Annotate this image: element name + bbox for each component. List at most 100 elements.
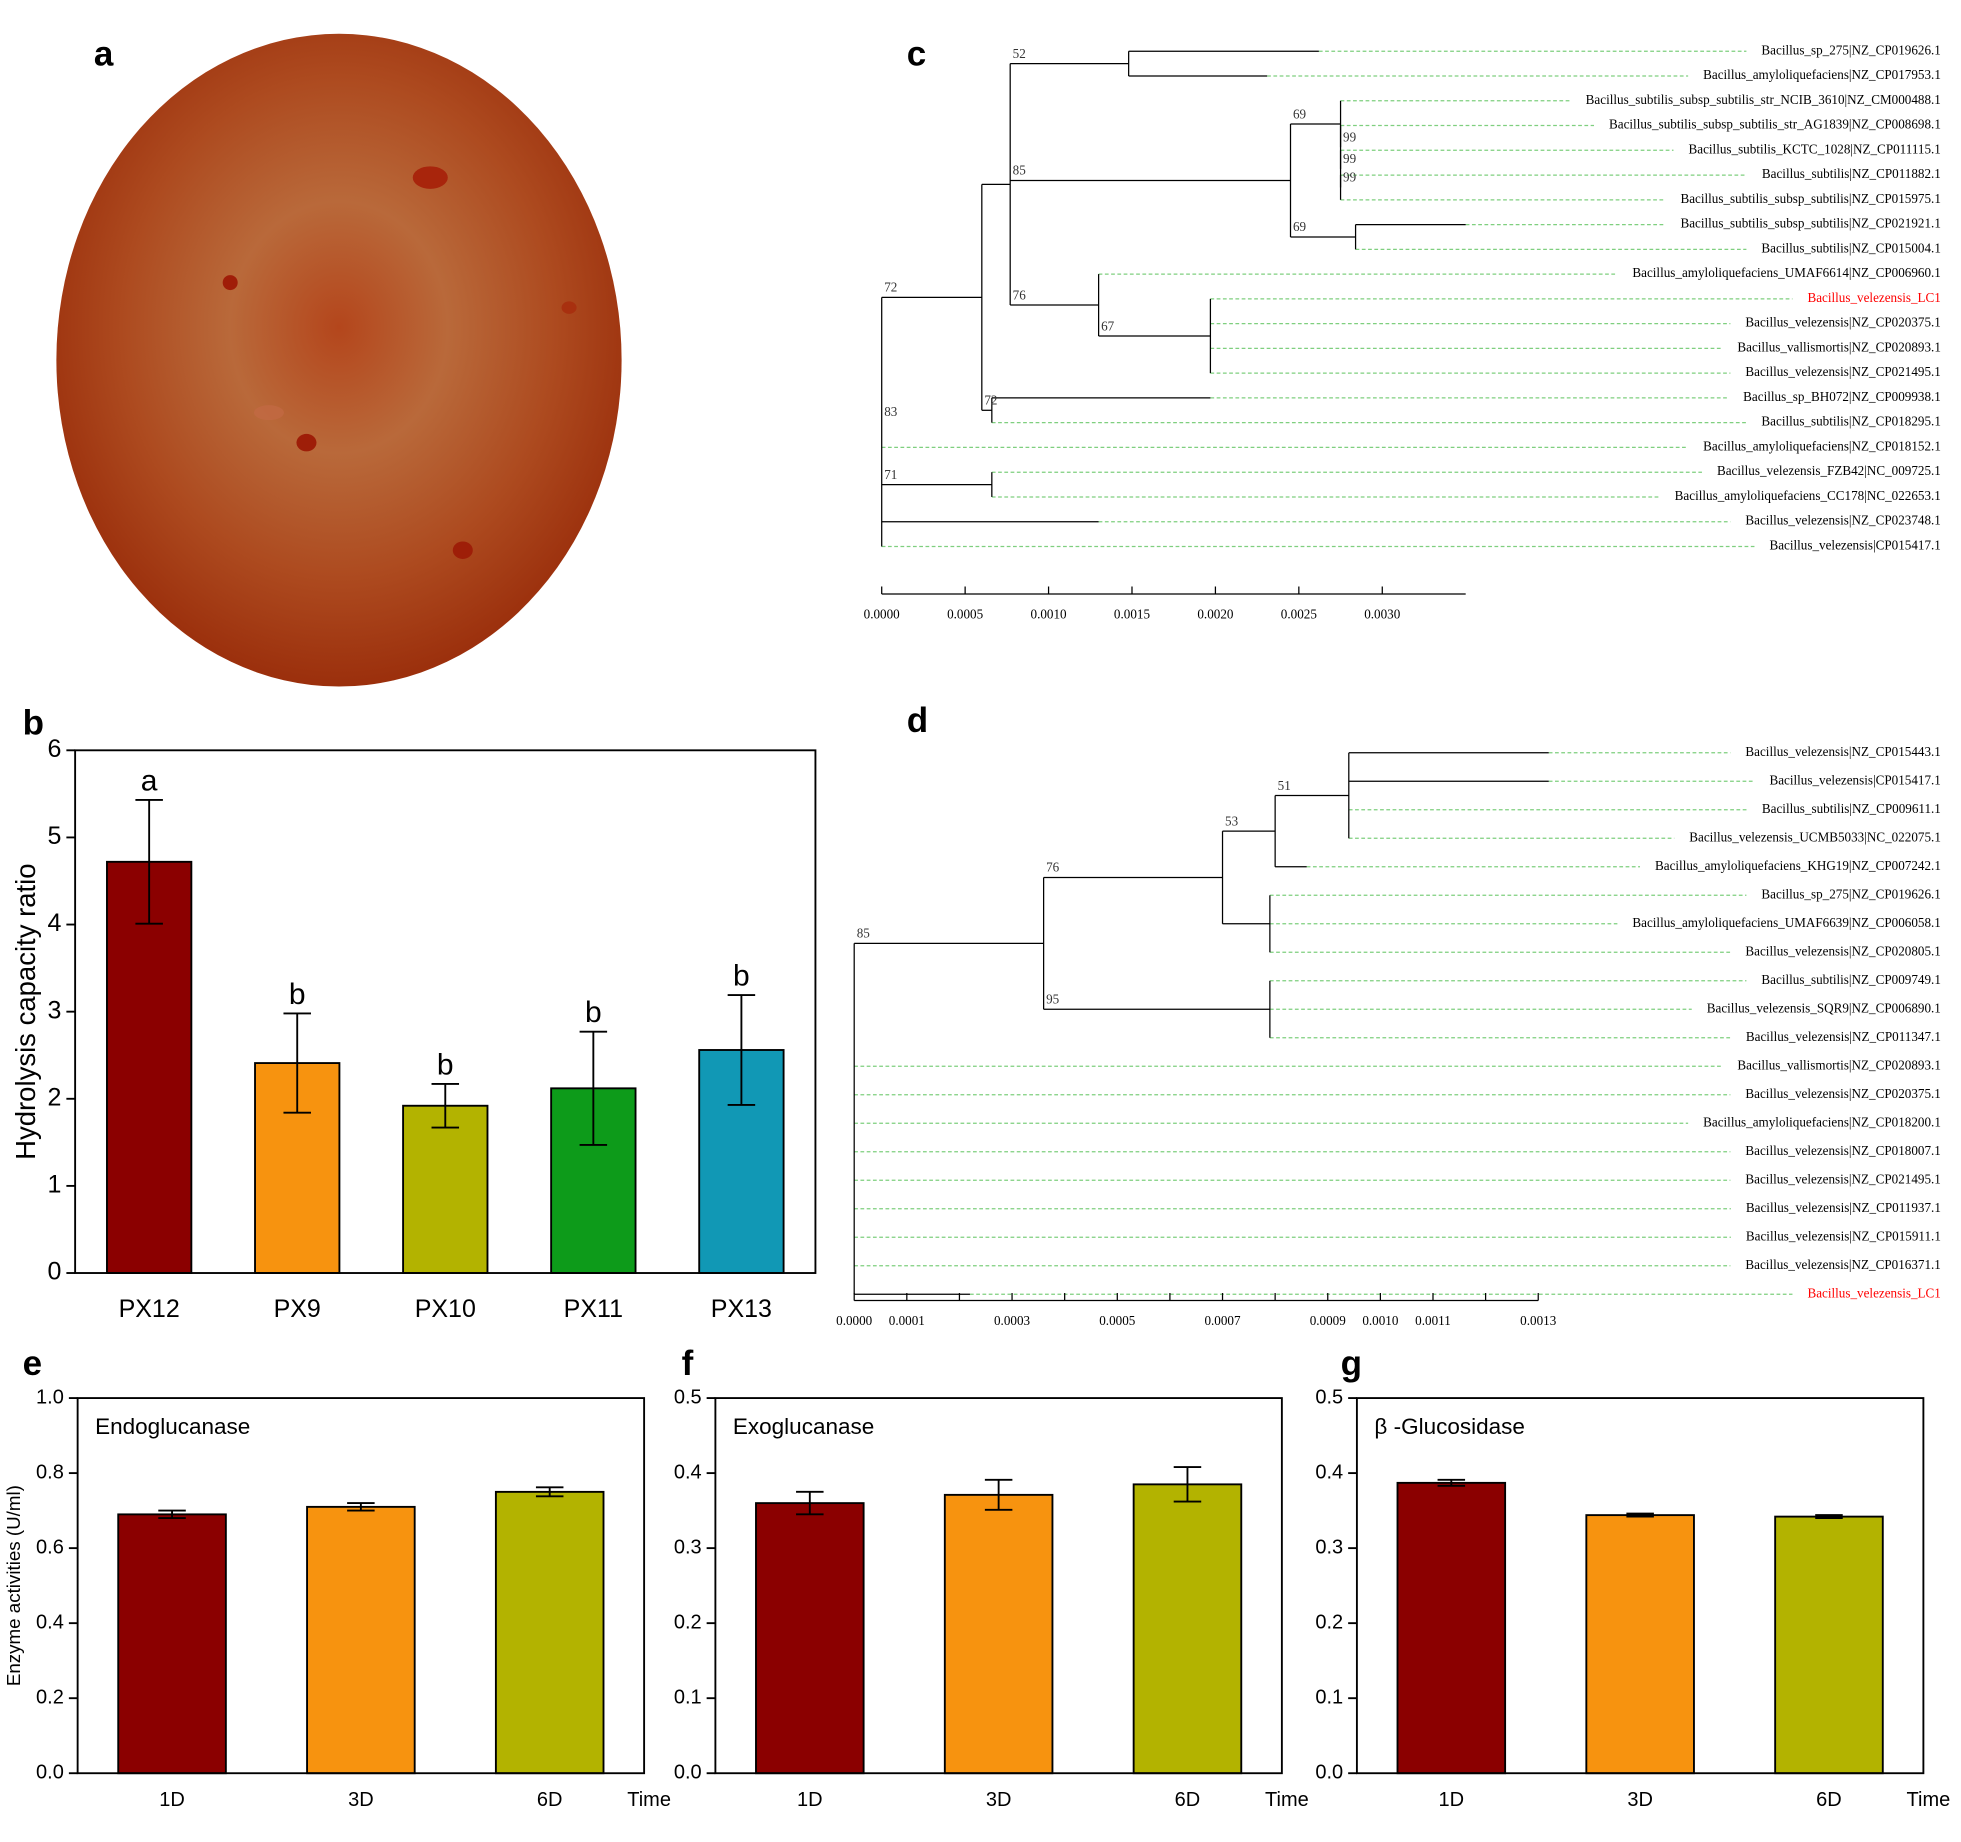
- x-tick-label: 0.0015: [1114, 606, 1151, 621]
- leaf-label: Bacillus_velezensis|NZ_CP021495.1: [1745, 364, 1940, 379]
- bar-panel: 0.0 0.1 0.2 0.3 0.4 0.5 1D 3D 6D Exoglucanase Time: [674, 1386, 1309, 1811]
- leaf-label: Bacillus_amyloliquefaciens_CC178|NC_0226…: [1675, 488, 1941, 503]
- y-tick-label: 0.2: [36, 1686, 64, 1708]
- leaf-label: Bacillus_velezensis|NZ_CP015911.1: [1746, 1228, 1941, 1243]
- leaf-label: Bacillus_amyloliquefaciens|NZ_CP018200.1: [1703, 1114, 1941, 1129]
- leaf-label: Bacillus_subtilis|NZ_CP011882.1: [1762, 166, 1941, 181]
- bootstrap-value: 99: [1343, 129, 1357, 144]
- error-bar: [158, 1509, 186, 1520]
- error-bar: [579, 1030, 608, 1146]
- leaf-label: Bacillus_velezensis|NZ_CP018007.1: [1745, 1143, 1940, 1158]
- y-tick-label: 0.0: [1315, 1762, 1343, 1784]
- error-bar: [1437, 1478, 1466, 1487]
- error-bar: [431, 1083, 460, 1129]
- bootstrap-value: 99: [1343, 170, 1357, 185]
- leaf-label: Bacillus_subtilis_KCTC_1028|NZ_CP011115.…: [1689, 141, 1941, 156]
- x-tick-label: 0.0001: [889, 1313, 925, 1328]
- x-tick-label: PX11: [564, 1295, 623, 1323]
- leaf-label: Bacillus_velezensis|CP015417.1: [1769, 537, 1940, 552]
- bar: [1774, 1515, 1884, 1775]
- y-tick-label: 0.5: [1315, 1386, 1343, 1408]
- x-tick-label: 0.0003: [994, 1313, 1031, 1328]
- bar: [402, 1104, 489, 1274]
- leaf-label: Bacillus_sp_BH072|NZ_CP009938.1: [1743, 389, 1941, 404]
- x-tick-label: PX13: [711, 1295, 772, 1323]
- y-tick-label: 0.8: [36, 1461, 64, 1483]
- leaf-label: Bacillus_subtilis_subsp_subtilis|NZ_CP02…: [1680, 216, 1940, 231]
- leaf-label: Bacillus_subtilis_subsp_subtilis|NZ_CP01…: [1680, 191, 1940, 206]
- panel-annotation: β -Glucosidase: [1374, 1414, 1525, 1439]
- leaf-label: Bacillus_subtilis|NZ_CP009749.1: [1761, 972, 1940, 987]
- dish: [56, 33, 622, 687]
- y-tick-label: 0.3: [1315, 1536, 1343, 1558]
- y-tick-label: 3: [47, 996, 61, 1024]
- bootstrap-value: 95: [1046, 992, 1060, 1007]
- panel-letter: f: [682, 1344, 694, 1383]
- leaf-label: Bacillus_velezensis|NZ_CP020805.1: [1745, 943, 1940, 958]
- leaf-label: Bacillus_velezensis|NZ_CP023748.1: [1745, 513, 1940, 528]
- leaf-label: Bacillus_velezensis_SQR9|NZ_CP006890.1: [1707, 1000, 1941, 1015]
- panel-letter: g: [1341, 1344, 1362, 1383]
- plot-frame: [76, 1397, 646, 1775]
- y-tick-label: 0.2: [1315, 1611, 1343, 1633]
- leaf-label: Bacillus_velezensis|NZ_CP015443.1: [1745, 744, 1940, 759]
- panel-letter: b: [23, 704, 44, 743]
- leaf-label: Bacillus_velezensis_LC1: [1807, 290, 1940, 305]
- x-tick-label: 0.0005: [947, 606, 984, 621]
- x-tick-label: 0.0000: [864, 606, 901, 621]
- error-bar: [984, 1478, 1013, 1511]
- leaf-label: Bacillus_velezensis|NZ_CP021495.1: [1745, 1171, 1940, 1186]
- leaf-label: Bacillus_amyloliquefaciens_UMAF6639|NZ_C…: [1632, 915, 1940, 930]
- bar: [117, 1513, 227, 1775]
- error-bar: [283, 1012, 311, 1114]
- y-tick-label: 0.1: [1315, 1686, 1343, 1708]
- bar: [306, 1505, 416, 1775]
- y-tick-label: 0.5: [674, 1386, 702, 1408]
- leaf-label: Bacillus_subtilis|NZ_CP009611.1: [1762, 801, 1941, 816]
- tree-panel: Bacillus_sp_275|NZ_CP019626.1 Bacillus_am…: [864, 42, 1941, 621]
- x-tick-label: 3D: [986, 1789, 1012, 1811]
- x-tick-label: 1D: [797, 1789, 823, 1811]
- x-tick-label: PX9: [274, 1295, 321, 1323]
- x-tick-label: 0.0010: [1031, 606, 1068, 621]
- panel-annotation: Endoglucanase: [95, 1414, 250, 1439]
- x-tick-label: 0.0005: [1099, 1313, 1136, 1328]
- bar: [1396, 1481, 1507, 1775]
- x-tick-label: 6D: [1175, 1789, 1201, 1811]
- y-axis-title: Hydrolysis capacity ratio: [10, 863, 41, 1159]
- panel-letter: c: [907, 35, 926, 74]
- x-tick-label: 0.0010: [1362, 1313, 1399, 1328]
- x-tick-label: 1D: [159, 1789, 185, 1811]
- error-bar: [1815, 1514, 1843, 1520]
- plot-frame: [1355, 1397, 1925, 1775]
- bootstrap-value: 51: [1278, 778, 1291, 793]
- y-tick-label: 4: [47, 909, 61, 937]
- leaf-label: Bacillus_velezensis_UCMB5033|NC_022075.1: [1689, 829, 1941, 844]
- bootstrap-value: 71: [884, 467, 897, 482]
- colony: [412, 166, 448, 189]
- leaf-label: Bacillus_sp_275|NZ_CP019626.1: [1761, 886, 1940, 901]
- bootstrap-value: 83: [884, 404, 898, 419]
- leaf-label: Bacillus_velezensis|NZ_CP016371.1: [1745, 1257, 1940, 1272]
- tree-panel: Bacillus_velezensis|NZ_CP015443.1 Bacillu…: [836, 744, 1941, 1328]
- x-tick-label: 6D: [1816, 1789, 1842, 1811]
- bar: [494, 1490, 605, 1775]
- significance-letter: b: [733, 960, 750, 993]
- x-tick-label: 0.0009: [1310, 1313, 1347, 1328]
- bar-panel: 0.0 0.2 0.4 0.6 0.8 1.0 1D 3D 6D Enzyme activitie…: [3, 1386, 671, 1811]
- plot-frame: [714, 1397, 1283, 1775]
- leaf-label: Bacillus_subtilis_subsp_subtilis_str_AG1…: [1609, 117, 1941, 132]
- y-tick-label: 5: [47, 822, 61, 850]
- bar: [755, 1502, 865, 1775]
- leaf-label: Bacillus_velezensis_FZB42|NC_009725.1: [1717, 463, 1941, 478]
- error-bar: [535, 1486, 564, 1498]
- x-tick-label: 0.0020: [1197, 606, 1234, 621]
- bar: [1132, 1483, 1243, 1775]
- bar-panel: 0.0 0.1 0.2 0.3 0.4 0.5 1D 3D 6D β -Glucosidase Ti…: [1315, 1386, 1950, 1811]
- bootstrap-value: 85: [1013, 163, 1027, 178]
- leaf-label: Bacillus_sp_275|NZ_CP019626.1: [1761, 42, 1940, 57]
- significance-letter: b: [289, 978, 306, 1011]
- y-tick-label: 0.6: [36, 1536, 64, 1558]
